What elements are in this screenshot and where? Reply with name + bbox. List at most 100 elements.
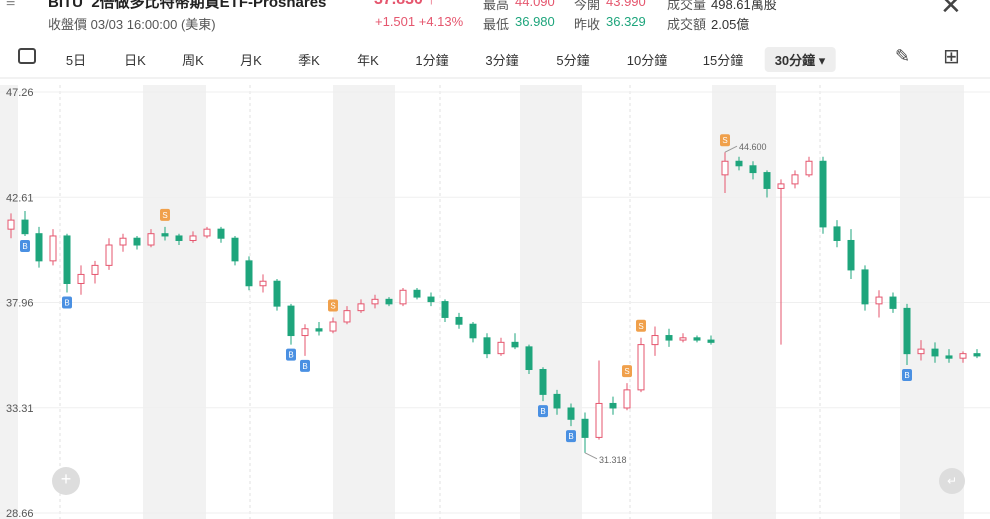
signal-badge [20,239,30,252]
y-tick-label: 33.31 [6,403,34,415]
price-value: 37.830 [374,0,423,8]
signal-badge [720,134,730,147]
tab[interactable]: 周K [182,53,204,68]
reset-icon: ↵ [947,474,957,488]
signal-label: B [540,407,545,416]
symbol: BITU 2倍做多比特幣期貨ETF-Proshares [48,0,326,12]
signal-label: S [722,136,727,145]
candle-body [91,264,99,275]
change: +1.501 +4.13% [375,14,464,29]
candle-body [679,337,687,341]
stat-label: 最高 [483,0,510,12]
stat-value: 36.329 [606,14,646,29]
candle-body [287,305,295,337]
grid-icon[interactable]: ⊞ [943,46,960,68]
candle-body [763,172,771,189]
candle-body [357,303,365,312]
signal-badge [328,299,338,312]
candle-body [469,323,477,339]
signal-badge [62,296,72,309]
candle-body [427,296,435,303]
status: 收盤價 03/03 16:00:00 (美東) [48,17,216,32]
signal-badge [300,359,310,372]
candle-body [609,402,617,409]
candle-body [441,301,449,318]
candle-body [511,341,519,348]
layout-icon[interactable] [18,48,36,64]
tab[interactable]: 5分鐘 [556,53,590,68]
candle-body [931,348,939,357]
candle-body [805,160,813,176]
tab[interactable]: 日K [124,53,146,68]
annotation-leader [724,145,738,153]
tab[interactable]: 30分鐘 ▾ [764,47,836,72]
stat-label: 最低 [483,17,510,32]
stat-label: 今開 [574,0,601,12]
tab[interactable]: 年K [357,53,379,68]
candle-body [217,228,225,239]
candle-body [119,237,127,246]
tab[interactable]: 5日 [65,53,87,68]
candle-body [7,219,15,230]
signal-label: S [638,322,643,331]
candle-body [77,273,85,284]
close-button[interactable]: ✕ [940,0,962,20]
tab[interactable]: 月K [240,53,262,68]
candle-body [903,307,911,355]
candle-body [889,296,897,309]
candle-body [707,339,715,343]
stat-label: 成交量 [667,0,707,12]
stat-value: 36.980 [515,14,555,29]
signal-badge [566,430,576,443]
candle-body [105,244,113,266]
menu-icon[interactable]: ≡ [6,0,16,11]
candle-body [413,289,421,298]
tab[interactable]: 10分鐘 [626,53,668,68]
candle-body [651,335,659,346]
tab[interactable]: 季K [298,53,320,68]
candle-body [343,310,351,323]
draw-icon[interactable]: ✎ [895,46,911,66]
signal-label: B [288,351,293,360]
candle-body [371,298,379,305]
candle-body [273,280,281,307]
candle-body [819,160,827,228]
stat-label: 成交額 [667,17,707,32]
candle-body [875,296,883,305]
candle-body [329,321,337,332]
signal-badge [902,368,912,381]
signal-label: B [302,362,307,371]
candle-body [385,298,393,305]
candle-body [791,174,799,185]
zoom-button[interactable] [52,467,80,495]
annotation: 31.318 [599,455,627,465]
tab[interactable]: 1分鐘 [415,53,449,68]
candle-body [483,337,491,355]
tab[interactable]: 3分鐘 [485,53,519,68]
signal-label: S [162,211,167,220]
signal-label: S [330,301,335,310]
candle-body [399,289,407,305]
candle-body [721,160,729,176]
candle-body [973,353,981,357]
stat-value: 2.05億 [711,17,750,32]
y-tick-label: 28.66 [6,508,34,519]
candle-body [637,344,645,391]
candle-body [203,228,211,237]
candle-body [945,355,953,359]
signal-badge [636,319,646,332]
candle-body [301,328,309,337]
candle-body [245,260,253,287]
candle-body [623,389,631,409]
candle-body [539,368,547,395]
tab[interactable]: 15分鐘 [702,53,744,68]
zoom-icon: + [61,469,72,489]
signal-badge [286,348,296,361]
candle-body [693,337,701,341]
candle-body [231,237,239,262]
stat-label: 昨收 [574,17,601,32]
candle-body [847,239,855,271]
reset-button[interactable] [939,468,965,494]
